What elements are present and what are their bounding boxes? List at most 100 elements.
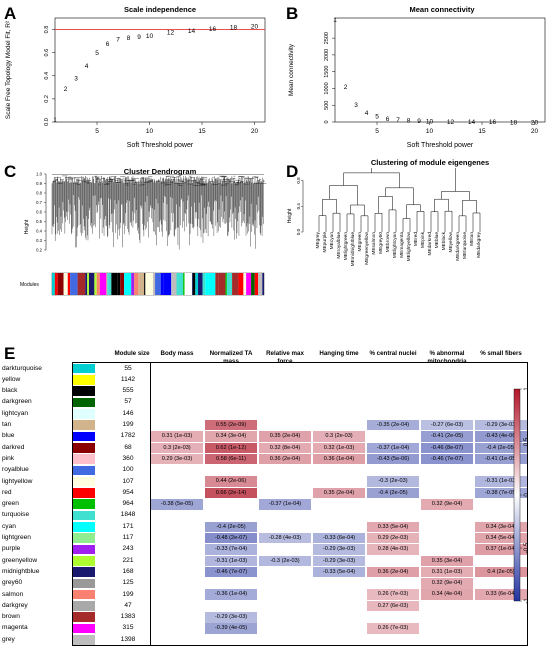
module-color-segment — [124, 273, 132, 295]
module-color-swatch — [72, 612, 95, 623]
x-axis-label: Soft Threshold power — [407, 142, 474, 149]
module-trait-table: Module size Body mass Normalized TA mass R… — [2, 346, 528, 648]
module-color-segment — [192, 273, 196, 295]
point-label: 5 — [95, 50, 99, 57]
x-tick-label: 10 — [426, 128, 434, 135]
module-color-segment — [205, 273, 209, 295]
module-size: 1848 — [120, 511, 136, 519]
module-color-segment — [246, 273, 252, 295]
correlation-cell: -0.43 (5e-06) — [367, 453, 419, 465]
eigengene-branches — [318, 168, 481, 232]
module-color-segment — [134, 273, 139, 295]
y-tick-label: 2500 — [324, 32, 330, 44]
correlation-cell: 0.33 (6e-04) — [475, 589, 527, 600]
y-tick-label: 0.8 — [296, 177, 301, 184]
eigengene-leaf-label: MEblack — [441, 231, 447, 250]
correlation-cell: 0.55 (2e-09) — [205, 419, 257, 431]
y-tick-label: 0.2 — [44, 95, 50, 103]
correlation-cell: 0.4 (2e-05) — [475, 566, 527, 578]
correlation-cell: -0.4 (2e-05) — [367, 487, 419, 499]
module-color-segment — [202, 273, 206, 295]
eigengene-leaf-label: MEgreen — [357, 232, 363, 252]
eigengene-leaf-label: MElightgreen — [343, 232, 349, 261]
panel-label-d: D — [286, 162, 299, 181]
module-name: magenta — [2, 624, 28, 632]
correlation-cell: -0.29 (3e-03) — [313, 544, 365, 555]
trait-header: % abnormal mitochondria — [427, 350, 467, 365]
eigengene-leaf-label: MEyellow — [448, 231, 454, 252]
point-label: 3 — [354, 102, 358, 109]
x-tick-label: 10 — [146, 128, 154, 135]
eigengene-leaf-label: MEgreenyellow — [364, 231, 370, 264]
module-color-swatch — [72, 476, 95, 487]
correlation-cell: 0.32 (8e-04) — [259, 442, 311, 453]
correlation-cell: 0.32 (9e-04) — [421, 578, 473, 589]
mean-connectivity-title: Mean connectivity — [409, 5, 475, 14]
eigengene-leaf-label: MEdarkgrey — [476, 231, 482, 257]
module-color-segment — [70, 273, 78, 295]
module-color-segment — [67, 273, 71, 295]
module-color-segment — [111, 273, 118, 295]
plot-frame — [54, 17, 266, 123]
point-label: 9 — [137, 34, 141, 41]
correlation-cell: -0.33 (7e-04) — [205, 544, 257, 555]
module-color-swatch — [72, 499, 95, 510]
module-name: greenyellow — [2, 556, 38, 564]
module-name: lightcyan — [2, 409, 29, 417]
y-axis-label: Mean connectivity — [288, 43, 295, 96]
module-color-segment — [160, 273, 164, 295]
point-label: 10 — [146, 33, 154, 40]
module-color-segment — [54, 273, 58, 295]
module-color-swatch — [72, 555, 95, 566]
module-name: grey — [2, 635, 15, 643]
y-tick-label: 0.7 — [36, 200, 42, 205]
point-label: 9 — [417, 118, 421, 125]
correlation-cell: 0.3 (2e-03) — [151, 442, 203, 453]
module-name: midnightblue — [2, 567, 40, 575]
trait-header: Relative max force — [266, 350, 304, 365]
eigengene-leaf-label: MEmagenta — [399, 232, 405, 258]
correlation-cell: -0.38 (7e-05) — [475, 487, 527, 499]
module-name: lightgreen — [2, 534, 31, 541]
correlation-cell: 0.29 (3e-03) — [151, 453, 203, 465]
module-color-segment — [96, 273, 100, 295]
module-color-segment — [258, 273, 263, 295]
y-axis-label: Scale Free Topology Model Fit, R² — [5, 20, 12, 119]
correlation-cell: -0.33 (5e-04) — [313, 566, 365, 578]
module-color-segment — [108, 273, 112, 295]
eigengene-leaf-label: MElightcyan — [392, 232, 398, 258]
trait-header: Normalized TA mass — [209, 350, 253, 365]
module-color-segment — [254, 273, 259, 295]
point-label: 18 — [230, 25, 238, 32]
correlation-cell: -0.31 (1e-03) — [475, 476, 527, 487]
point-label: 1 — [333, 17, 337, 24]
y-axis-label: Height — [24, 219, 30, 234]
module-size: 1383 — [120, 613, 136, 621]
module-name: darkturquoise — [2, 364, 42, 372]
point-label: 20 — [251, 24, 259, 31]
correlation-cell: -0.46 (7e-07) — [205, 566, 257, 578]
legend-tick-label: 0.5 — [524, 437, 530, 446]
module-name: pink — [2, 454, 15, 462]
correlation-cell: 0.34 (4e-04) — [421, 589, 473, 600]
module-size: 954 — [122, 488, 134, 496]
y-tick-label: 0.6 — [44, 49, 50, 57]
module-name: salmon — [2, 590, 24, 598]
module-color-swatch — [72, 454, 95, 464]
module-size: 243 — [122, 545, 134, 553]
correlation-cell: -0.37 (1e-04) — [367, 442, 419, 453]
correlation-cell: -0.38 (5e-05) — [151, 499, 203, 510]
eigengene-clustering-title: Clustering of module eigengenes — [370, 158, 490, 167]
correlation-cell: -0.4 (2e-05) — [205, 521, 257, 533]
module-name: blue — [2, 432, 15, 440]
module-color-segment — [195, 273, 199, 295]
point-label: 5 — [375, 114, 379, 121]
legend-tick-label: -1 — [524, 598, 530, 604]
module-name: tan — [2, 421, 12, 428]
eigengene-leaf-label: MEturquoise — [462, 232, 468, 259]
module-size: 1782 — [120, 432, 136, 440]
y-tick-label: 0.2 — [36, 248, 42, 253]
module-size: 199 — [122, 590, 134, 598]
correlation-cell: -0.35 (2e-04) — [367, 419, 419, 431]
